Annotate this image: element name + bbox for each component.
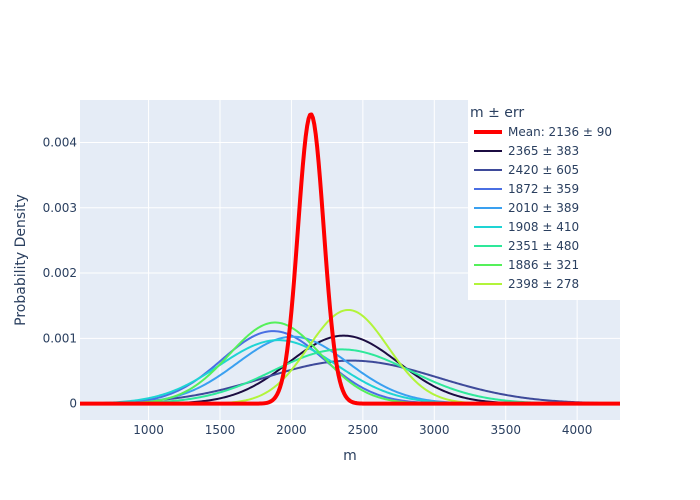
x-tick-label: 2500: [348, 423, 379, 437]
legend-title: m ± err: [470, 105, 524, 121]
x-tick-label: 1500: [205, 423, 236, 437]
legend-label-2: 2420 ± 605: [508, 163, 579, 177]
y-tick-label: 0.004: [43, 135, 77, 149]
x-tick-label: 2000: [276, 423, 307, 437]
x-tick-label: 3000: [419, 423, 450, 437]
legend-label-1: 2365 ± 383: [508, 144, 579, 158]
legend-items: Mean: 2136 ± 90 2365 ± 383 2420 ± 605 1872 …: [474, 125, 612, 291]
legend-label-5: 1908 ± 410: [508, 220, 579, 234]
x-axis-title: m: [343, 448, 357, 464]
x-tick-label: 1000: [133, 423, 164, 437]
legend: m ± err Mean: 2136 ± 90 2365 ± 383 2420 ± …: [468, 100, 620, 300]
y-axis-ticks: 0 0.001 0.002 0.003 0.004: [43, 135, 77, 410]
series-line-2: [79, 359, 621, 405]
legend-label-0: Mean: 2136 ± 90: [508, 125, 612, 139]
x-tick-label: 3500: [490, 423, 521, 437]
legend-label-7: 1886 ± 321: [508, 258, 579, 272]
x-axis-ticks: 1000 1500 2000 2500 3000 3500 4000: [133, 423, 592, 437]
legend-label-8: 2398 ± 278: [508, 277, 579, 291]
y-tick-label: 0: [69, 397, 77, 411]
series-layer: [79, 112, 621, 406]
legend-label-6: 2351 ± 480: [508, 239, 579, 253]
y-axis-title: Probability Density: [13, 194, 29, 326]
y-tick-label: 0.002: [43, 266, 77, 280]
y-tick-label: 0.001: [43, 331, 77, 345]
y-tick-label: 0.003: [43, 201, 77, 215]
series-line-0: [79, 112, 621, 406]
legend-label-3: 1872 ± 359: [508, 182, 579, 196]
x-tick-label: 4000: [562, 423, 593, 437]
legend-label-4: 2010 ± 389: [508, 201, 579, 215]
